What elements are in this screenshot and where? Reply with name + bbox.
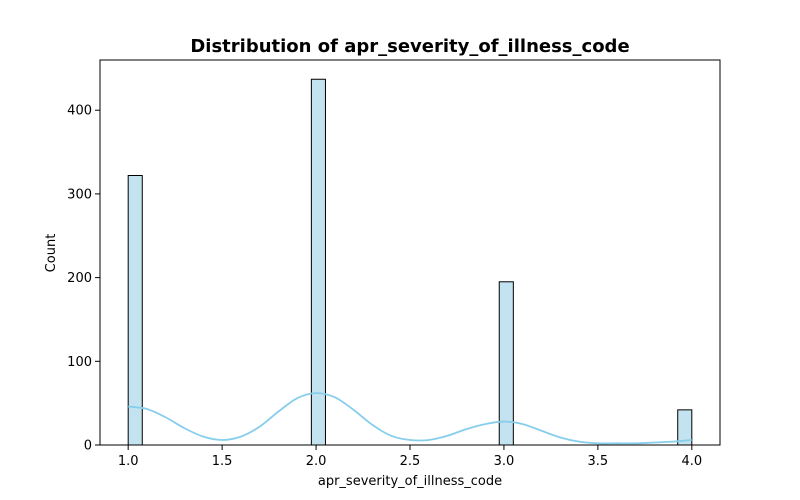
x-tick-label: 2.5 <box>400 454 421 469</box>
x-tick-label: 3.0 <box>494 454 515 469</box>
y-tick-label: 100 <box>67 355 92 370</box>
histogram-bar-1 <box>127 175 143 446</box>
y-tick-label: 300 <box>67 187 92 202</box>
y-tick-label: 400 <box>67 104 92 119</box>
x-tick-label: 1.0 <box>118 454 139 469</box>
kde-curve <box>128 392 692 445</box>
histogram-bar-2 <box>310 78 326 446</box>
x-tick-label: 2.0 <box>306 454 327 469</box>
y-axis-label: Count <box>44 234 59 273</box>
x-tick-label: 1.5 <box>212 454 233 469</box>
y-tick-label: 0 <box>84 439 92 454</box>
y-tick-label: 200 <box>67 271 92 286</box>
histogram-bar-3 <box>498 281 514 446</box>
x-tick-label: 4.0 <box>681 454 702 469</box>
plot-area: 1.0 1.5 2.0 2.5 3.0 3.5 4.0 0 100 200 300 400 <box>67 59 721 469</box>
x-axis-label: apr_severity_of_illness_code <box>318 474 502 489</box>
chart-title: Distribution of apr_severity_of_illness_… <box>190 36 629 57</box>
x-tick-label: 3.5 <box>588 454 609 469</box>
